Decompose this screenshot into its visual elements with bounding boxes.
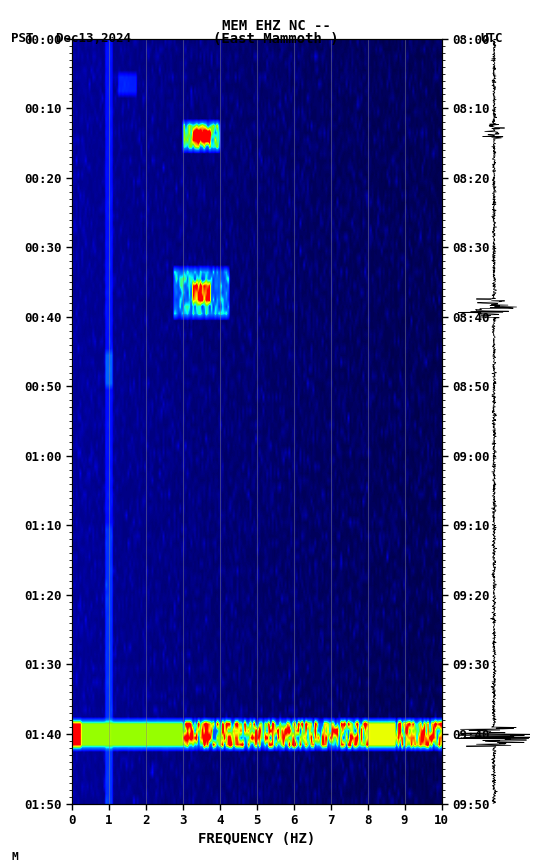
Text: (East Mammoth ): (East Mammoth ) bbox=[213, 32, 339, 46]
Text: M: M bbox=[11, 852, 18, 861]
Text: UTC: UTC bbox=[480, 32, 503, 45]
X-axis label: FREQUENCY (HZ): FREQUENCY (HZ) bbox=[198, 833, 315, 847]
Text: PST   Dec13,2024: PST Dec13,2024 bbox=[11, 32, 131, 45]
Text: MEM EHZ NC --: MEM EHZ NC -- bbox=[221, 19, 331, 33]
